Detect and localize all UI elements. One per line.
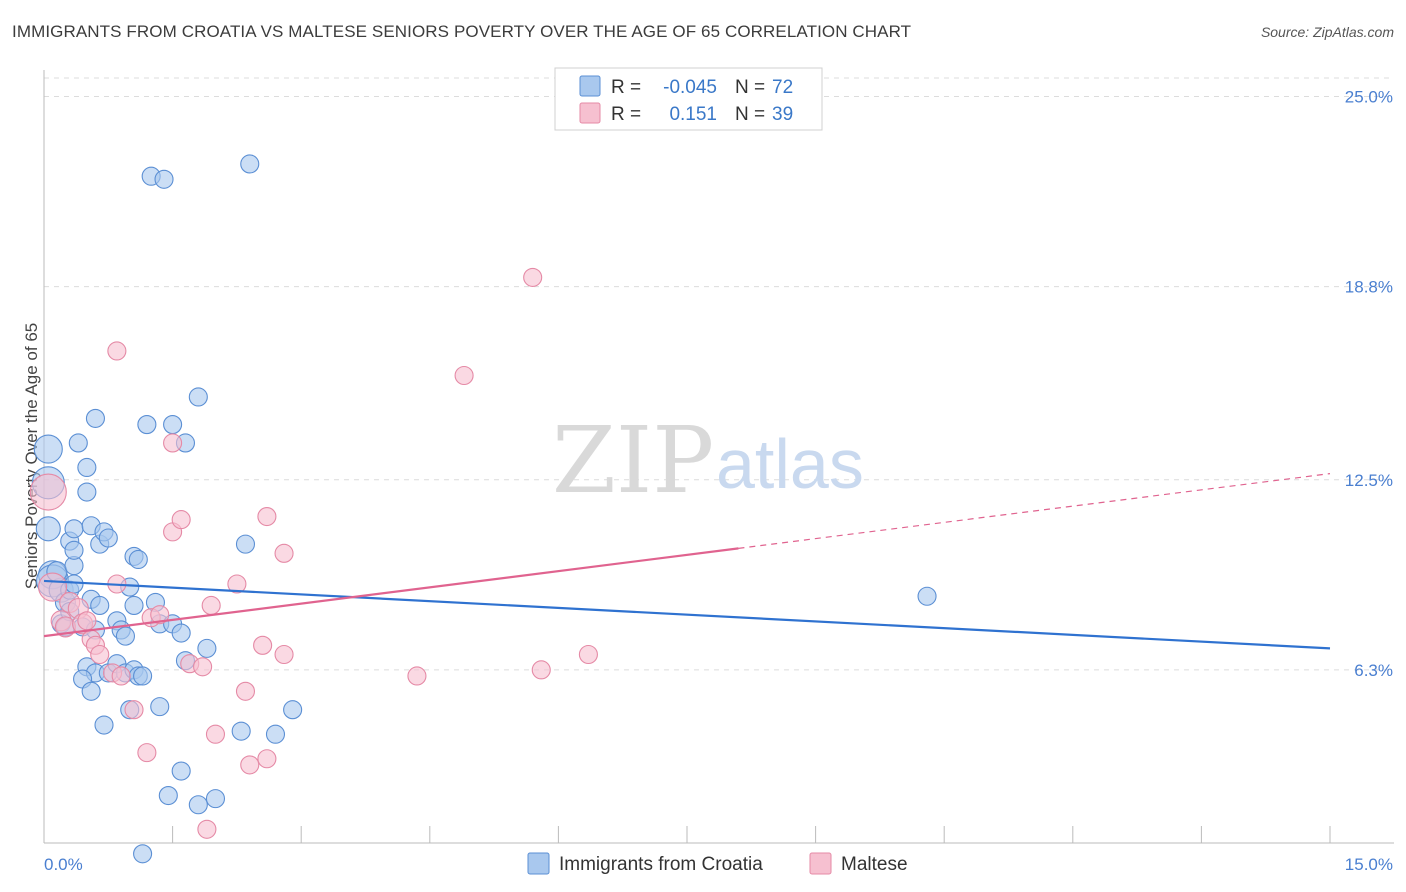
croatia-point [917,586,937,606]
croatia-point [81,681,101,701]
croatia-trendline [43,579,1331,650]
croatia-point [77,457,97,478]
croatia-point [64,574,84,594]
croatia-point [64,519,84,539]
croatia-point [188,795,208,815]
maltese-point [137,743,157,763]
trendlines [43,473,1331,650]
croatia-point [188,387,208,407]
watermark-atlas: atlas [716,425,864,503]
croatia-point [68,433,88,453]
maltese-point [29,473,67,511]
maltese-points [29,267,598,839]
croatia-point [35,516,61,542]
legend-n-value: 72 [772,77,793,98]
croatia-point [77,482,97,502]
croatia-point [98,528,118,548]
y-tick-label: 25.0% [1345,88,1393,107]
croatia-point [171,761,191,781]
maltese-point [171,510,191,530]
maltese-point [124,700,144,720]
maltese-point [274,543,294,563]
maltese-point [523,267,543,287]
croatia-point [240,154,260,174]
maltese-point [150,605,170,625]
maltese-point [257,506,277,527]
maltese-point [201,595,221,616]
legend-swatch-croatia [579,75,601,97]
croatia-point [137,415,157,435]
maltese-point [205,724,226,744]
croatia-point [33,434,63,464]
x-tick-marks [172,826,1331,843]
croatia-point [90,595,110,616]
maltese-point [407,666,427,686]
legend-n-value: 39 [772,104,793,125]
legend-n-label: N = [735,77,765,98]
croatia-point [235,534,256,554]
maltese-point [274,644,294,665]
legend-r-value: -0.045 [663,77,717,98]
y-axis-label: Seniors Poverty Over the Age of 65 [22,323,41,589]
maltese-point [111,666,131,686]
croatia-point [133,666,153,686]
croatia-point [64,540,84,560]
croatia-point [231,721,251,741]
maltese-point [197,819,217,839]
maltese-point [163,433,183,453]
croatia-point [133,844,153,864]
legend-label-maltese: Maltese [841,854,908,875]
maltese-point [227,574,247,594]
source-label: Source: ZipAtlas.com [1260,24,1394,40]
legend-swatch-maltese [809,852,832,875]
series-legend: Immigrants from Croatia Maltese [527,852,908,875]
watermark-zip: ZIP [552,407,714,514]
y-tick-label: 18.8% [1345,278,1393,297]
croatia-point [158,785,178,806]
x-tick-label-max: 15.0% [1345,855,1393,874]
croatia-point [124,595,144,616]
maltese-point [454,365,474,386]
legend-label-croatia: Immigrants from Croatia [559,854,763,875]
y-tick-label: 12.5% [1345,471,1393,490]
croatia-point [205,789,226,809]
croatia-point [197,638,217,658]
croatia-point [85,408,105,428]
legend-r-label: R = [611,77,641,98]
legend-n-label: N = [735,104,765,125]
legend-r-value: 0.151 [669,104,717,125]
croatia-point [150,697,170,717]
maltese-point [90,644,110,665]
maltese-point [107,341,127,361]
maltese-point [578,644,598,665]
croatia-point [283,700,303,720]
maltese-point [240,755,260,775]
croatia-point [163,415,183,435]
croatia-point [265,724,286,744]
croatia-point [171,623,191,643]
watermark: ZIP atlas [552,407,864,514]
maltese-point [77,611,97,631]
croatia-points [31,154,937,864]
maltese-point [253,635,273,655]
chart-title: IMMIGRANTS FROM CROATIA VS MALTESE SENIO… [12,22,912,41]
croatia-point [154,169,174,189]
maltese-point [193,657,213,677]
maltese-trendline [43,547,739,638]
legend-swatch-croatia [527,852,550,875]
correlation-legend: R = -0.045 N = 72 R = 0.151 N = 39 [554,67,823,131]
croatia-point [115,626,135,646]
x-tick-label-min: 0.0% [44,855,83,874]
maltese-point [531,660,551,680]
croatia-point [94,715,114,735]
croatia-point [128,549,148,570]
y-tick-label: 6.3% [1354,661,1393,680]
legend-swatch-maltese [579,102,601,124]
legend-r-label: R = [611,104,641,125]
maltese-point [257,749,277,769]
maltese-point [235,681,256,701]
maltese-trendline-extension [738,473,1331,549]
y-tick-labels: 6.3% 12.5% 18.8% 25.0% [1345,88,1393,680]
